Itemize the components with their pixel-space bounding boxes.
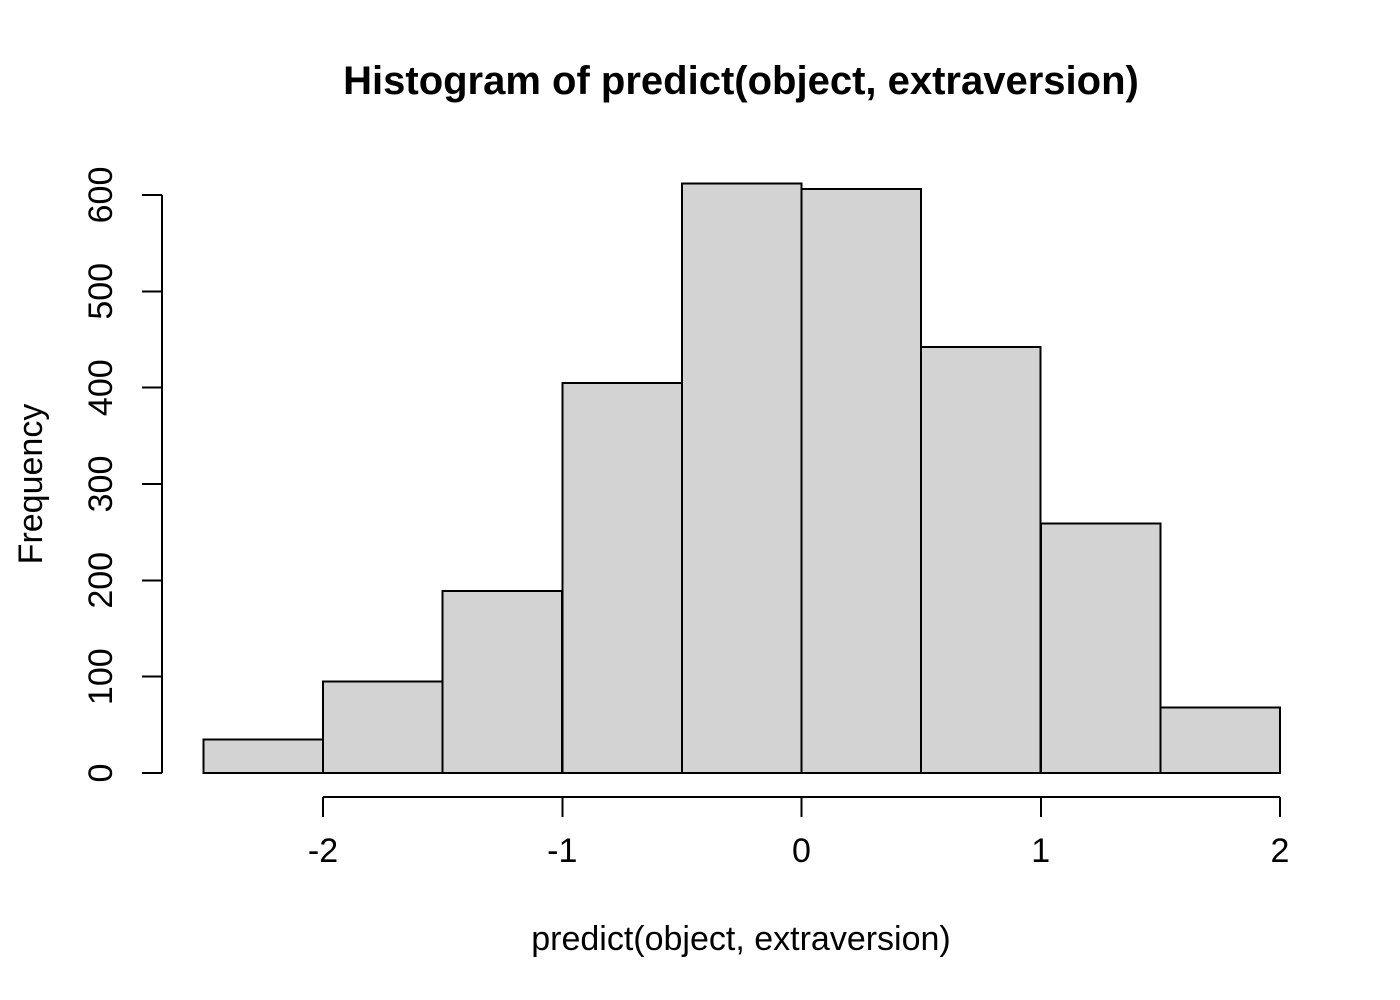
bars-group [202, 182, 1282, 775]
chart-title: Histogram of predict(object, extraversio… [343, 59, 1139, 103]
histogram-bar [1159, 706, 1282, 774]
y-tick-label: 200 [82, 552, 120, 609]
x-tick-label: -1 [547, 832, 577, 870]
x-axis: -2 -1 0 1 2 [308, 796, 1290, 870]
x-tick-label: 1 [1031, 832, 1050, 870]
histogram-bar [561, 381, 683, 774]
y-tick-label: 400 [82, 359, 120, 416]
x-tick-label: 2 [1271, 832, 1290, 870]
histogram-bar [322, 680, 444, 774]
y-tick-label: 600 [82, 167, 120, 224]
y-tick-label: 500 [82, 263, 120, 320]
x-tick-label: -2 [308, 832, 338, 870]
histogram-bar [441, 589, 564, 775]
y-axis: 0 100 200 300 400 500 600 [82, 167, 163, 783]
histogram-bar [1039, 522, 1162, 774]
histogram-bar [680, 182, 803, 774]
histogram-bar [920, 346, 1042, 774]
x-tick-label: 0 [792, 832, 811, 870]
histogram-bar [800, 188, 923, 774]
y-tick-label: 100 [82, 648, 120, 705]
histogram-bar [202, 738, 324, 774]
x-axis-label: predict(object, extraversion) [531, 920, 951, 958]
y-axis-label: Frequency [12, 404, 50, 565]
y-tick-label: 300 [82, 456, 120, 513]
y-tick-label: 0 [82, 764, 120, 783]
